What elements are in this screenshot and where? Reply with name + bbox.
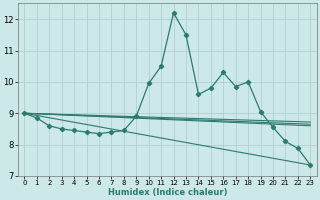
X-axis label: Humidex (Indice chaleur): Humidex (Indice chaleur) xyxy=(108,188,227,197)
